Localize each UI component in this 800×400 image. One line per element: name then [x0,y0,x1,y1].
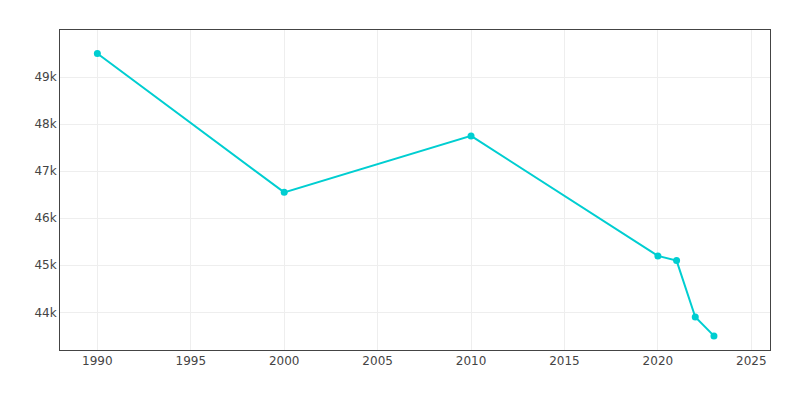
svg-text:1990: 1990 [82,354,113,368]
svg-text:2020: 2020 [643,354,674,368]
svg-text:2000: 2000 [269,354,300,368]
svg-text:2015: 2015 [549,354,580,368]
svg-text:47k: 47k [34,164,56,178]
svg-text:2025: 2025 [736,354,767,368]
svg-text:44k: 44k [34,306,56,320]
svg-text:48k: 48k [34,117,56,131]
svg-text:2005: 2005 [362,354,393,368]
svg-text:46k: 46k [34,211,56,225]
svg-text:2010: 2010 [456,354,487,368]
svg-text:1995: 1995 [176,354,207,368]
svg-text:49k: 49k [34,70,56,84]
svg-text:45k: 45k [34,258,56,272]
